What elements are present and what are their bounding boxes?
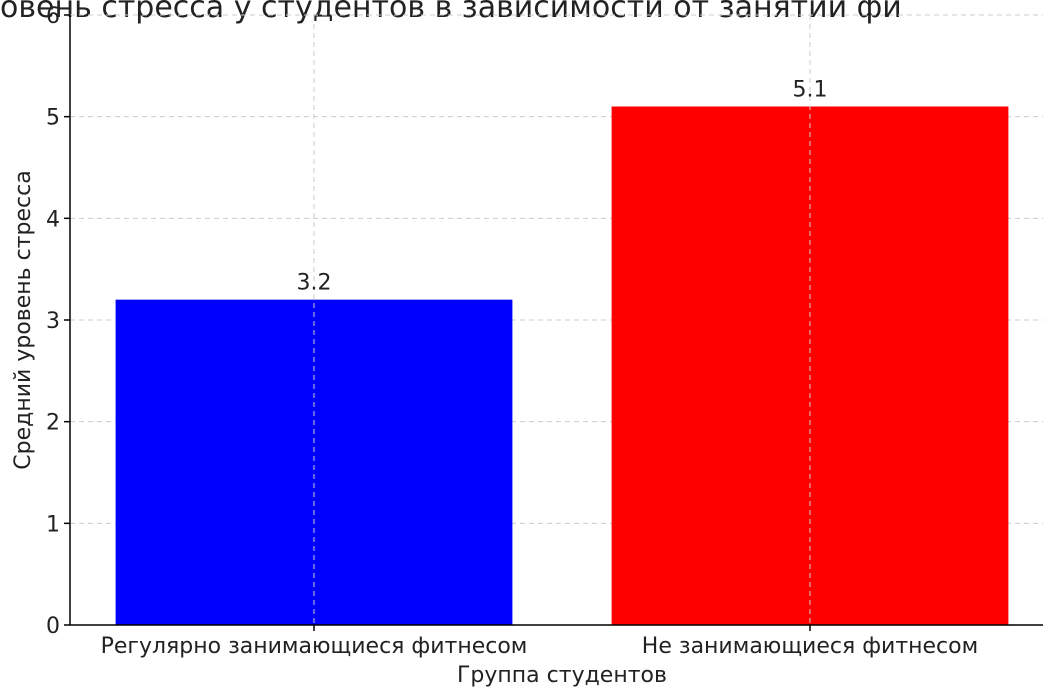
y-tick-label: 0 (46, 614, 60, 639)
x-tick-label: Не занимающиеся фитнесом (642, 634, 978, 659)
value-label: 5.1 (793, 78, 828, 103)
y-tick-label: 5 (46, 106, 60, 131)
y-tick-label: 6 (46, 4, 60, 29)
y-axis-label: Средний уровень стресса (11, 170, 36, 469)
value-label: 3.2 (297, 271, 332, 296)
y-tick-label: 3 (46, 309, 60, 334)
bar (115, 299, 513, 625)
y-tick-label: 4 (46, 207, 60, 232)
y-tick-label: 1 (46, 512, 60, 537)
y-tick-label: 2 (46, 411, 60, 436)
chart-title: овень стресса у студентов в зависимости … (0, 0, 902, 25)
x-axis-label: Группа студентов (457, 663, 667, 688)
x-tick-label: Регулярно занимающиеся фитнесом (101, 634, 528, 659)
